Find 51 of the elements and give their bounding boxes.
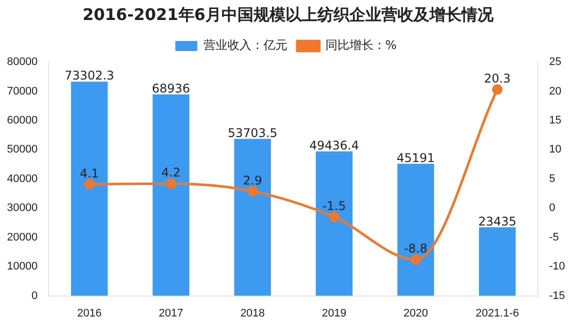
data-label: 45191 xyxy=(396,150,435,165)
y-tick-label: 60000 xyxy=(6,114,38,126)
legend-label: 营业收入：亿元 xyxy=(203,38,288,52)
legend-label: 同比增长：% xyxy=(325,38,397,52)
y2-tick-label: 20 xyxy=(549,85,562,98)
point xyxy=(492,84,503,95)
data-label: 73302.3 xyxy=(64,68,114,83)
y2-tick-label: 25 xyxy=(549,56,562,68)
data-label: 68936 xyxy=(152,81,190,96)
data-label: 23435 xyxy=(478,214,516,228)
y2-tick-label: -15 xyxy=(549,290,566,302)
bar xyxy=(71,82,108,296)
chart-title: 2016-2021年6月中国规模以上纺织企业营收及增长情况 xyxy=(82,4,494,26)
point xyxy=(166,178,176,189)
x-tick-label: 2018 xyxy=(240,307,265,320)
data-label: 20.3 xyxy=(484,72,511,86)
y2-tick-label: 15 xyxy=(549,114,562,126)
y2-tick-label: -5 xyxy=(549,231,559,244)
y2-tick-label: 5 xyxy=(549,172,556,185)
data-label: 53703.5 xyxy=(228,126,278,140)
data-label: 4.2 xyxy=(161,166,181,180)
data-label: 49436.4 xyxy=(309,138,359,152)
point xyxy=(247,186,258,196)
y2-tick-label: 0 xyxy=(549,202,556,214)
bar xyxy=(152,94,190,296)
point xyxy=(84,178,95,190)
data-label: -8.8 xyxy=(404,242,428,256)
bar xyxy=(478,227,516,296)
x-tick-label: 2016 xyxy=(77,307,102,320)
y-tick-label: 0 xyxy=(31,290,38,302)
data-label: -1.5 xyxy=(322,199,346,214)
x-tick-label: 2020 xyxy=(403,307,428,320)
x-tick-label: 2019 xyxy=(322,307,346,320)
x-tick-label: 2021.1-6 xyxy=(476,307,520,320)
y2-tick-label: 10 xyxy=(549,144,562,156)
point xyxy=(328,212,340,222)
data-label: 4.1 xyxy=(80,166,99,180)
y-tick-label: 10000 xyxy=(6,260,38,273)
y-tick-label: 50000 xyxy=(6,144,38,156)
y-tick-label: 20000 xyxy=(6,231,38,244)
y2-tick-label: -10 xyxy=(549,260,566,273)
y-tick-label: 70000 xyxy=(6,85,38,98)
y-tick-label: 80000 xyxy=(6,56,38,68)
bar xyxy=(234,138,271,296)
y-tick-label: 30000 xyxy=(6,202,38,214)
data-label: 2.9 xyxy=(243,173,262,188)
bar xyxy=(316,151,352,296)
point xyxy=(410,254,421,265)
y-tick-label: 40000 xyxy=(6,172,38,185)
x-tick-label: 2017 xyxy=(158,307,184,320)
bar xyxy=(397,164,434,296)
